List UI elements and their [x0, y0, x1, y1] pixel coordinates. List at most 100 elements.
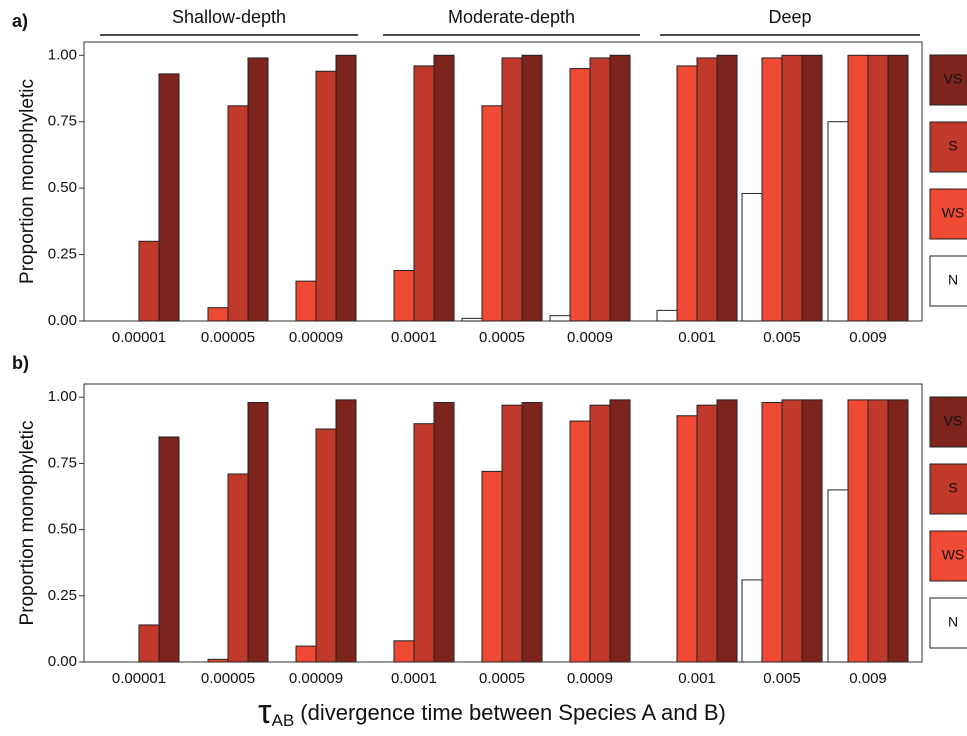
legend-swatch	[929, 530, 967, 582]
legend-swatch	[929, 121, 967, 173]
bar	[609, 54, 631, 322]
legend-label: S	[948, 138, 957, 154]
y-axis-label: Proportion monophyletic	[17, 79, 38, 284]
legend-swatch	[929, 463, 967, 515]
x-tick-label: 0.00005	[201, 670, 255, 687]
x-tick-label: 0.005	[763, 670, 801, 687]
x-axis-symbol: τ	[258, 693, 272, 731]
bar	[867, 54, 889, 322]
y-tick-label: 0.00	[48, 653, 77, 670]
bar	[801, 54, 823, 322]
legend-swatch	[929, 396, 967, 448]
legend-label: N	[948, 614, 958, 630]
y-axis-label: Proportion monophyletic	[17, 421, 38, 626]
legend-label: VS	[944, 71, 963, 87]
bar	[393, 270, 415, 322]
bar	[247, 402, 269, 663]
bar	[887, 54, 909, 322]
bar	[676, 65, 698, 322]
panel-label: b)	[12, 353, 29, 373]
bar	[549, 315, 571, 322]
bar	[827, 121, 849, 322]
x-tick-label: 0.009	[849, 670, 887, 687]
group-label: Deep	[768, 7, 811, 27]
bar	[315, 70, 337, 322]
bar	[589, 57, 611, 322]
bar	[501, 57, 523, 322]
y-tick-label: 0.25	[48, 587, 77, 604]
bar	[589, 404, 611, 663]
bar	[433, 54, 455, 322]
x-tick-label: 0.00005	[201, 329, 255, 346]
x-axis-subscript: AB	[272, 711, 295, 730]
bar	[801, 399, 823, 663]
legend-label: WS	[942, 205, 965, 221]
bar	[741, 192, 763, 322]
bar	[138, 240, 160, 322]
bar	[335, 54, 357, 322]
panel-label: a)	[12, 11, 28, 31]
bar	[501, 404, 523, 663]
bar	[521, 54, 543, 322]
y-tick-label: 1.00	[48, 388, 77, 405]
bar	[315, 428, 337, 663]
bar	[716, 54, 738, 322]
x-tick-label: 0.001	[678, 670, 716, 687]
bar	[609, 399, 631, 663]
bar	[676, 415, 698, 663]
bar	[295, 280, 317, 322]
x-tick-label: 0.0005	[479, 329, 525, 346]
bar	[433, 402, 455, 663]
bar	[481, 470, 503, 663]
group-label: Moderate-depth	[448, 7, 575, 27]
legend-label: N	[948, 272, 958, 288]
bar	[247, 57, 269, 322]
legend-swatch	[929, 597, 967, 649]
x-tick-label: 0.0001	[391, 329, 437, 346]
bar	[847, 399, 869, 663]
bar	[158, 73, 180, 322]
bar	[761, 402, 783, 663]
bar	[569, 68, 591, 322]
x-axis-text: (divergence time between Species A and B…	[300, 700, 726, 725]
x-tick-label: 0.001	[678, 329, 716, 346]
bar	[696, 404, 718, 663]
bar	[569, 420, 591, 663]
bar	[716, 399, 738, 663]
x-tick-label: 0.0005	[479, 670, 525, 687]
bar	[656, 309, 678, 322]
x-tick-label: 0.00001	[112, 670, 166, 687]
bar	[393, 640, 415, 663]
bar	[521, 402, 543, 663]
bar	[781, 54, 803, 322]
bar	[781, 399, 803, 663]
legend-label: S	[948, 480, 957, 496]
y-tick-label: 0.50	[48, 179, 77, 196]
bar	[413, 65, 435, 322]
x-tick-label: 0.00009	[289, 329, 343, 346]
x-axis-label: τAB (divergence time between Species A an…	[258, 693, 726, 731]
y-tick-label: 0.75	[48, 454, 77, 471]
bar	[481, 105, 503, 322]
bar	[295, 645, 317, 663]
bar	[158, 436, 180, 663]
group-label: Shallow-depth	[172, 7, 286, 27]
bar	[335, 399, 357, 663]
x-tick-label: 0.0009	[567, 329, 613, 346]
legend-swatch	[929, 188, 967, 240]
y-tick-label: 0.00	[48, 312, 77, 329]
legend-swatch	[929, 255, 967, 307]
bar	[847, 54, 869, 322]
x-tick-label: 0.0001	[391, 670, 437, 687]
y-tick-label: 1.00	[48, 46, 77, 63]
x-tick-label: 0.0009	[567, 670, 613, 687]
bar	[461, 317, 483, 322]
legend-label: WS	[942, 547, 965, 563]
y-tick-label: 0.75	[48, 113, 77, 130]
y-tick-label: 0.50	[48, 521, 77, 538]
bar	[207, 307, 229, 322]
bar	[887, 399, 909, 663]
bar	[741, 579, 763, 663]
bar	[227, 473, 249, 663]
